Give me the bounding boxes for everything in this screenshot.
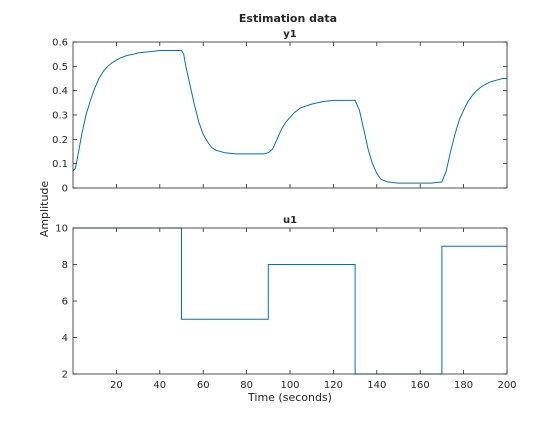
subplot-title-u1: u1 (283, 215, 297, 226)
ytick-label: 0.4 (52, 86, 68, 97)
series-line-y1 (72, 50, 507, 184)
ytick-label: 0 (62, 184, 68, 195)
ytick-label: 0.3 (52, 111, 68, 122)
xtick-label: 160 (411, 380, 430, 391)
plot-area-y1 (73, 42, 507, 188)
xtick-label: 200 (497, 380, 516, 391)
y-axis-label: Amplitude (38, 181, 51, 238)
xtick-label: 20 (110, 380, 123, 391)
ytick-label: 0.5 (52, 62, 68, 73)
figure-title: Estimation data (239, 12, 337, 25)
series-line-u1 (73, 227, 507, 375)
ytick-label: 0.1 (52, 159, 68, 170)
xtick-label: 180 (454, 380, 473, 391)
subplot-title-y1: y1 (283, 29, 297, 40)
axes-u1: u1 2 4 6 8 10 20 40 60 80 100 120 140 160 180 200 (55, 215, 516, 391)
ytick-label: 4 (62, 333, 68, 344)
xtick-label: 80 (240, 380, 253, 391)
xtick-label: 60 (197, 380, 210, 391)
ytick-label: 10 (55, 224, 68, 235)
ytick-label: 2 (62, 370, 68, 381)
axes-box-u1 (72, 227, 508, 375)
xtick-label: 100 (280, 380, 299, 391)
ytick-label: 8 (62, 260, 68, 271)
xticks-y1 (116, 42, 508, 188)
plot-area-u1 (73, 228, 507, 374)
axes-y1: y1 0 0.1 0.2 0.3 0.4 0.5 0.6 (52, 29, 508, 195)
yticks-y1: 0 0.1 0.2 0.3 0.4 0.5 0.6 (52, 38, 507, 195)
x-axis-label: Time (seconds) (247, 391, 332, 404)
ytick-label: 0.2 (52, 135, 68, 146)
xtick-label: 140 (367, 380, 386, 391)
xtick-label: 40 (153, 380, 166, 391)
ytick-label: 0.6 (52, 38, 68, 49)
axes-box-y1 (72, 41, 508, 189)
xtick-label: 120 (324, 380, 343, 391)
ytick-label: 6 (62, 297, 68, 308)
yticks-u1: 2 4 6 8 10 (55, 224, 507, 381)
